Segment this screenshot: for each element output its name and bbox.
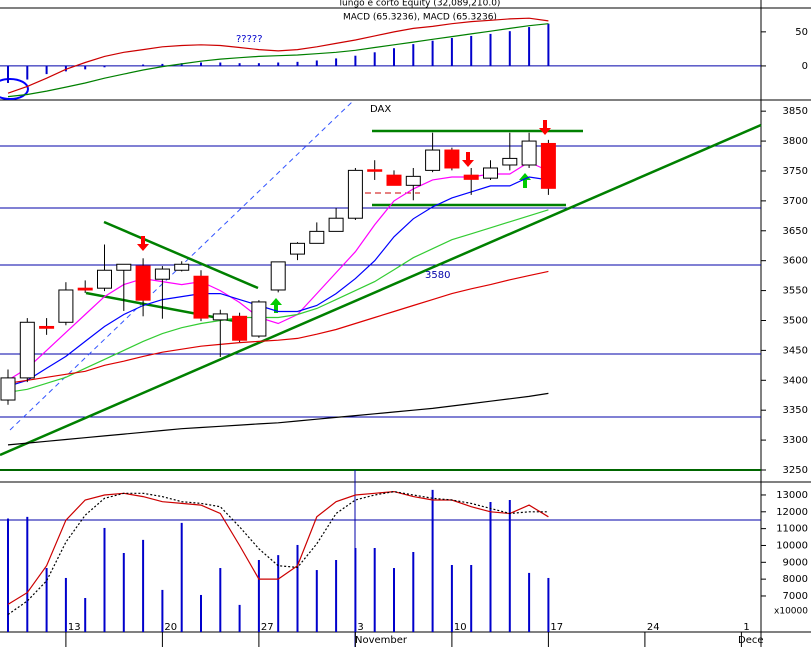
candle-body [521, 140, 537, 166]
candle-body [19, 321, 35, 379]
candle-body [135, 265, 151, 301]
x-tick-label: 1 [743, 622, 749, 633]
x-tick-label: 3 [357, 622, 363, 633]
y-tick-label: 12000 [776, 507, 808, 518]
candle-body [328, 217, 344, 232]
y-tick-label: 0 [802, 61, 808, 72]
candle-body [540, 142, 556, 189]
x-tick-label: 24 [647, 622, 660, 633]
candle-body [290, 242, 305, 255]
y-tick-label: 3550 [783, 286, 808, 297]
y-tick-label: 3300 [783, 435, 808, 446]
candle-body [193, 275, 209, 319]
candle-body [463, 174, 479, 180]
y-tick-label: 50 [795, 27, 808, 38]
y-tick-label: 8000 [783, 574, 808, 585]
indicator-line [7, 23, 549, 98]
x-tick-label: 10 [454, 622, 467, 633]
candle-body [309, 230, 325, 244]
month-label: November [355, 635, 408, 646]
candle-body [212, 313, 228, 321]
y-tick-label: 10000 [776, 540, 808, 551]
candle-body [116, 263, 132, 271]
candle-body [405, 175, 421, 186]
indicator-line [7, 161, 549, 381]
y-tick-label: 3500 [783, 315, 808, 326]
chart-subtitle: MACD (65.3236), MACD (65.3236) [343, 13, 497, 23]
y-tick-label: 3700 [783, 196, 808, 207]
x-tick-label: 20 [164, 622, 177, 633]
candle-body [347, 169, 363, 219]
indicator-line [7, 17, 549, 94]
candle-body [251, 301, 267, 337]
candle-body [502, 157, 518, 166]
unit-label: x10000 [774, 607, 808, 617]
month-label: Dece [738, 635, 764, 646]
indicator-line [7, 176, 549, 387]
y-tick-label: 3350 [783, 405, 808, 416]
indicator-line [7, 490, 549, 615]
trendline [0, 123, 762, 457]
highlight-circle [0, 78, 29, 100]
candle-body [270, 261, 286, 291]
y-tick-label: 3750 [783, 166, 808, 177]
indicator-line [7, 209, 549, 393]
y-tick-label: 11000 [776, 524, 808, 535]
indicator-line [7, 270, 549, 384]
candle-body [97, 269, 112, 289]
candle-body [425, 149, 441, 171]
candle-body [174, 263, 190, 271]
y-tick-label: 3850 [783, 106, 808, 117]
candle-body [367, 169, 383, 172]
indicator-line [7, 392, 549, 446]
chart-title: lungo e corto Equity (32,089,210.0) [340, 0, 501, 9]
y-tick-label: 9000 [783, 557, 808, 568]
candle-body [232, 315, 248, 341]
candle-body [386, 174, 402, 186]
candle-body [483, 167, 498, 179]
panel-title: DAX [370, 104, 391, 115]
y-tick-label: 3650 [783, 226, 808, 237]
x-tick-label: 13 [68, 622, 81, 633]
y-tick-label: 13000 [776, 490, 808, 501]
y-tick-label: 3600 [783, 256, 808, 267]
sell-arrows [137, 120, 551, 251]
candle-body [154, 268, 170, 280]
annotation: ????? [236, 34, 263, 45]
x-tick-label: 17 [550, 622, 563, 633]
candle-body [77, 287, 93, 291]
y-tick-label: 3800 [783, 136, 808, 147]
y-tick-label: 3400 [783, 375, 808, 386]
candle-body [39, 325, 55, 329]
buy-arrows [270, 173, 531, 313]
x-tick-label: 27 [261, 622, 274, 633]
y-tick-label: 3450 [783, 345, 808, 356]
candle-body [0, 377, 16, 401]
y-tick-label: 7000 [783, 591, 808, 602]
y-tick-label: 3250 [783, 465, 808, 476]
indicator-line [7, 490, 549, 605]
candle-body [444, 149, 460, 169]
annotation: 3580 [425, 270, 450, 281]
candle-body [58, 289, 74, 323]
